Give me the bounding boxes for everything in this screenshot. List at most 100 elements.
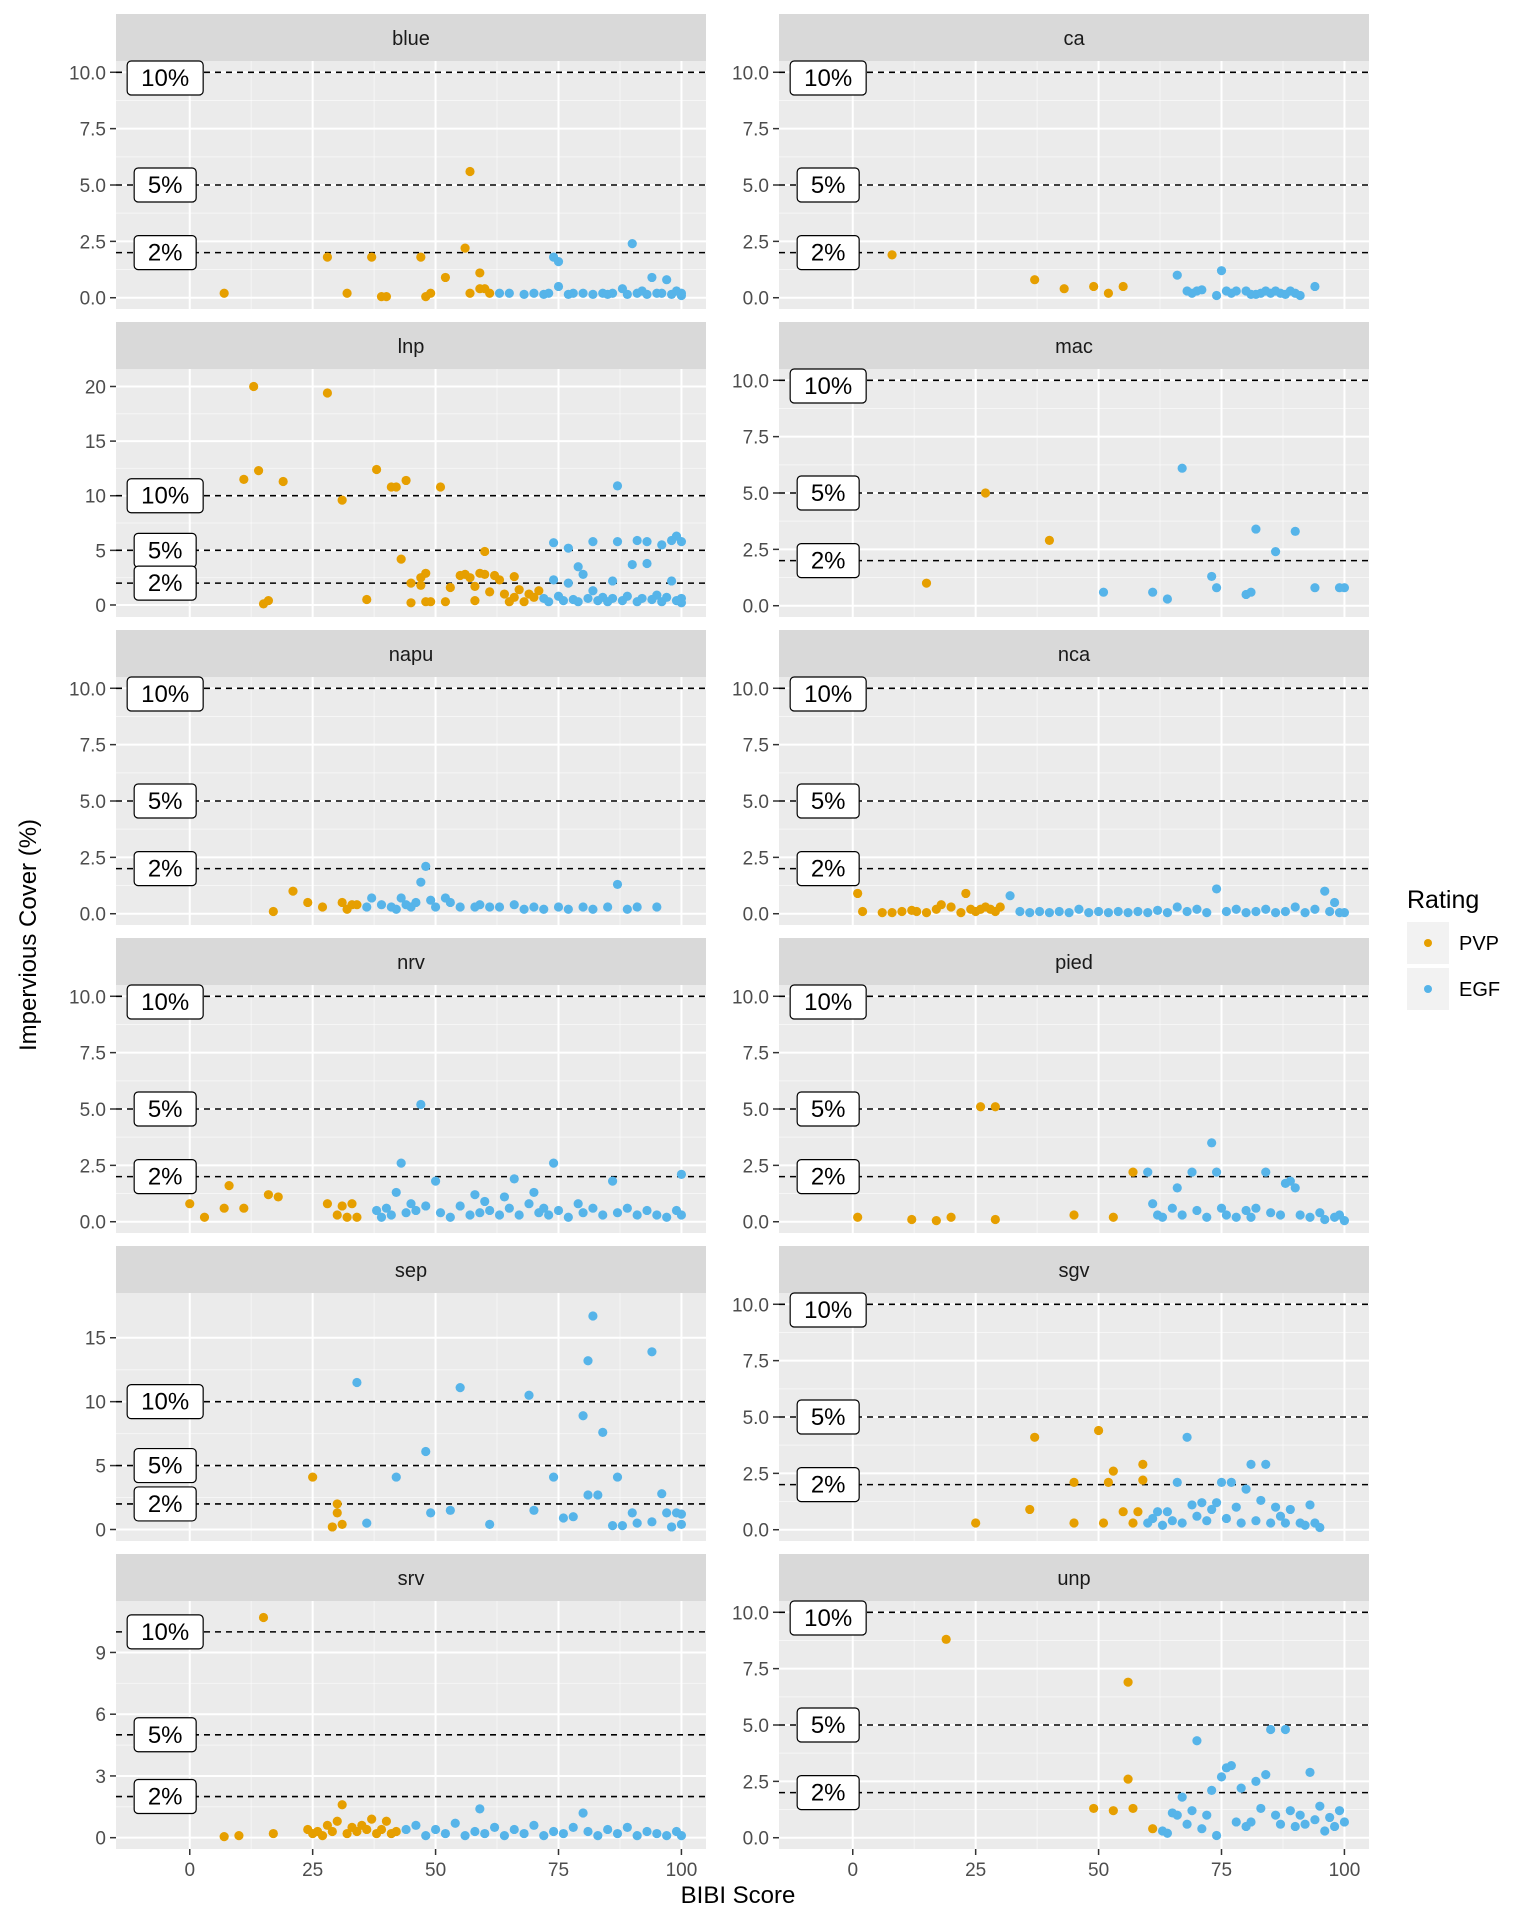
point-srv-pvp xyxy=(381,1816,392,1826)
point-lnp-pvp xyxy=(239,474,249,484)
point-sgv-pvp xyxy=(1069,1477,1079,1487)
point-nrv-egf xyxy=(548,1158,559,1168)
point-lnp-pvp xyxy=(421,568,431,578)
panel-lnp-ref-label: 5% xyxy=(148,537,183,564)
panel-unp-x-tick-label: 75 xyxy=(1211,1860,1232,1881)
point-sgv-pvp xyxy=(1108,1466,1118,1476)
point-sgv-pvp xyxy=(1030,1432,1040,1442)
point-srv-egf xyxy=(440,1828,451,1839)
panel-nrv-y-axis: 0.0 2.5 5.0 7.5 10.0 xyxy=(69,987,116,1234)
point-unp-egf xyxy=(1305,1767,1315,1777)
point-srv-egf xyxy=(489,1822,500,1832)
point-sgv-egf xyxy=(1246,1459,1256,1469)
panel-srv-strip-label: srv xyxy=(398,1568,425,1590)
point-nca-pvp xyxy=(857,906,868,917)
panel-unp-y-tick-label: 5.0 xyxy=(743,1716,769,1737)
point-blue-pvp xyxy=(342,288,352,298)
panel-ca-y-tick-label: 10.0 xyxy=(732,63,769,84)
point-pied-pvp xyxy=(990,1102,1000,1112)
panel-sep-strip xyxy=(116,1246,706,1293)
point-blue-egf xyxy=(627,239,637,249)
point-sep-egf xyxy=(617,1521,628,1531)
point-sgv-pvp xyxy=(1098,1518,1109,1528)
point-pied-pvp xyxy=(946,1212,956,1222)
panel-napu-points xyxy=(268,861,662,917)
panel-sep-y-tick-label: 0 xyxy=(95,1520,106,1541)
point-lnp-egf xyxy=(548,538,559,548)
point-sep-egf xyxy=(529,1505,539,1515)
point-unp-egf xyxy=(1325,1812,1335,1823)
point-lnp-egf xyxy=(662,592,672,602)
point-srv-egf xyxy=(401,1824,411,1835)
point-nrv-egf xyxy=(406,1199,416,1209)
point-mac-egf xyxy=(1251,524,1261,534)
panel-lnp-ref-label: 10% xyxy=(141,483,189,510)
panel-unp-ref-label-box xyxy=(789,1600,867,1636)
point-nca-pvp xyxy=(887,908,897,918)
panel-srv-reference-labels: 10% 5% 2% xyxy=(126,1614,204,1815)
point-lnp-pvp xyxy=(494,575,505,585)
point-blue-egf xyxy=(578,288,588,298)
point-unp-egf xyxy=(1207,1785,1217,1795)
point-blue-egf xyxy=(553,281,564,292)
point-unp-pvp xyxy=(1148,1824,1158,1834)
point-napu-egf xyxy=(367,893,377,903)
point-nrv-egf xyxy=(445,1212,455,1222)
panel-unp-ref-label: 5% xyxy=(811,1712,846,1739)
point-nrv-egf xyxy=(435,1208,446,1218)
panel-nrv-strip xyxy=(116,938,706,985)
point-unp-pvp xyxy=(1123,1774,1133,1784)
point-srv-egf xyxy=(676,1831,687,1841)
point-sgv-egf xyxy=(1202,1516,1212,1526)
point-srv-egf xyxy=(632,1831,642,1841)
point-sep-egf xyxy=(598,1427,608,1437)
point-lnp-pvp xyxy=(470,596,480,606)
point-napu-pvp xyxy=(337,897,347,908)
point-napu-egf xyxy=(416,877,426,887)
point-nca-egf xyxy=(1221,906,1232,917)
point-nca-pvp xyxy=(897,906,907,917)
point-ca-egf xyxy=(1231,286,1241,296)
panel-unp-ref-label-box xyxy=(796,1707,860,1743)
point-sep-egf xyxy=(612,1472,623,1482)
point-unp-pvp xyxy=(1123,1677,1133,1687)
point-unp-egf xyxy=(1192,1736,1202,1746)
point-blue-egf xyxy=(657,288,667,298)
point-unp-egf xyxy=(1315,1801,1325,1811)
point-nrv-egf xyxy=(612,1208,623,1218)
point-lnp-egf xyxy=(676,537,687,547)
point-mac-egf xyxy=(1148,587,1158,597)
panel-mac-points xyxy=(921,463,1350,604)
point-lnp-pvp xyxy=(470,581,480,592)
point-srv-pvp xyxy=(337,1800,347,1810)
point-unp-egf xyxy=(1329,1821,1340,1832)
panel-blue: blue 0.0 2.5 5.0 7.5 10.0 10% 5% 2% xyxy=(69,14,706,310)
panel-sep-ref-label: 5% xyxy=(148,1453,183,1480)
point-nca-egf xyxy=(1133,906,1143,917)
point-blue-egf xyxy=(494,288,505,298)
point-sgv-pvp xyxy=(1133,1507,1143,1517)
panel-napu-ref-label-box xyxy=(133,783,197,819)
point-srv-pvp xyxy=(258,1612,269,1623)
panel-napu-ref-label: 2% xyxy=(148,856,183,883)
point-napu-egf xyxy=(475,900,485,910)
point-unp-egf xyxy=(1270,1810,1281,1820)
panel-srv-y-tick-label: 0 xyxy=(95,1829,106,1850)
point-srv-pvp xyxy=(391,1826,401,1837)
point-pied-egf xyxy=(1211,1167,1222,1177)
point-srv-pvp xyxy=(352,1826,362,1837)
point-pied-pvp xyxy=(931,1216,941,1226)
point-napu-pvp xyxy=(303,897,313,908)
point-unp-pvp xyxy=(1108,1806,1118,1816)
legend-point-pvp xyxy=(1424,939,1432,947)
panel-mac-y-tick-label: 0.0 xyxy=(743,597,769,618)
point-nrv-pvp xyxy=(273,1192,283,1202)
panel-sep-reference-labels: 10% 5% 2% xyxy=(126,1384,204,1522)
panel-nca-points xyxy=(853,884,1350,918)
point-lnp-pvp xyxy=(509,592,519,602)
point-blue-pvp xyxy=(465,166,475,177)
point-nrv-egf xyxy=(455,1201,465,1211)
panel-ca-y-tick-label: 0.0 xyxy=(743,289,769,310)
point-lnp-pvp xyxy=(440,597,451,607)
point-nrv-pvp xyxy=(352,1212,362,1222)
